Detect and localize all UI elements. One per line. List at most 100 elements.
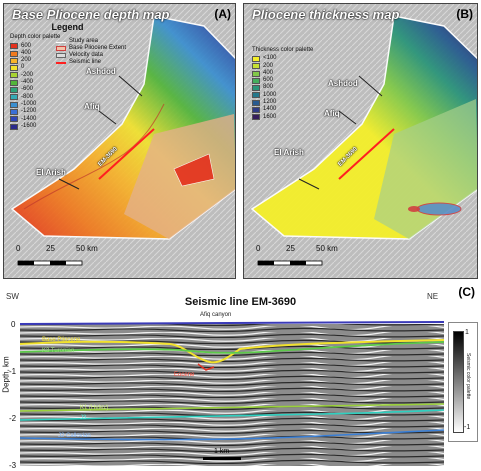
depth-palette-label: 600	[21, 42, 32, 49]
legend-key-row: Velocity data	[56, 52, 136, 59]
panel-a-letter: (A)	[214, 7, 231, 21]
canyon-label: Afiq canyon	[200, 312, 232, 318]
horizon-eocene: Eocene	[174, 372, 195, 378]
thickness-palette-label: 600	[263, 77, 274, 84]
city-el-arish-b: El Arish	[274, 148, 304, 157]
depth-map-image	[4, 4, 235, 278]
horizon-j3: J3	[80, 415, 87, 421]
depth-palette-swatch	[10, 101, 18, 108]
seismic-colorbar	[453, 331, 464, 433]
city-el-arish-a: El Arish	[36, 168, 66, 177]
thickness-palette-swatch	[252, 107, 260, 114]
legend-key-label: Study area	[69, 37, 99, 44]
seismic-section	[20, 314, 444, 466]
legend-key-row: Study area	[56, 38, 136, 45]
horizon-base-pliocene: Base Pliocene	[42, 337, 81, 343]
y-tick-0: 0	[11, 320, 16, 329]
scale-label-25-a: 25	[46, 244, 55, 253]
scale-label-50-a: 50 km	[76, 244, 98, 253]
depth-palette-swatch	[10, 94, 18, 101]
depth-palette-row: -1400	[10, 116, 105, 123]
thickness-palette-row: 200	[252, 63, 342, 70]
depth-palette-row: 0	[10, 64, 105, 72]
thickness-palette-swatch	[252, 70, 260, 77]
scale-label-50-b: 50 km	[316, 244, 338, 253]
direction-ne: NE	[427, 292, 439, 301]
legend-key-row: Base Pliocene Extent	[56, 45, 136, 52]
city-afiq-b: Afiq	[324, 109, 340, 118]
seismic-scale-label: 1 km	[214, 448, 230, 455]
depth-palette: 600 400 200 0 -200 -400 -600 -800 -1000 -1200 -140…	[10, 43, 105, 131]
colorbar-min: -1	[464, 424, 471, 431]
depth-palette-swatch	[10, 87, 18, 94]
depth-palette-title: Depth color palette	[10, 34, 61, 41]
depth-palette-swatch	[10, 57, 18, 64]
legend-key-row: Seismic line	[56, 59, 136, 66]
depth-palette-label: -200	[21, 71, 34, 78]
depth-palette-row: 600	[10, 43, 105, 50]
thickness-map-title: Pliocene thickness map	[252, 7, 400, 22]
depth-map-panel: Base Pliocene depth map (A) Legend Depth…	[3, 3, 236, 279]
thickness-palette-label: 800	[263, 84, 274, 91]
depth-palette-swatch	[10, 50, 18, 57]
depth-palette-swatch	[10, 79, 18, 86]
thickness-palette-row: 1000	[252, 92, 342, 99]
depth-palette-label: 0	[21, 64, 25, 71]
seismic-line-a	[98, 128, 155, 180]
depth-palette-label: -600	[21, 86, 34, 93]
legend-key-label: Seismic line	[69, 58, 102, 65]
city-afiq-a: Afiq	[84, 102, 100, 111]
depth-palette-label: -1000	[21, 100, 37, 107]
depth-palette-swatch	[10, 43, 18, 50]
depth-palette-swatch	[10, 116, 18, 123]
colorbar-label: Seismic color palette	[465, 353, 471, 400]
depth-palette-row: -600	[10, 86, 105, 94]
y-tick-2: -2	[9, 414, 17, 423]
thickness-palette-row: 1600	[252, 114, 342, 121]
thickness-palette-swatch	[252, 114, 260, 121]
depth-palette-label: -1600	[21, 122, 37, 129]
thickness-palette-label: 1200	[263, 99, 277, 106]
depth-palette-row: -400	[10, 79, 105, 86]
scale-label-25-b: 25	[286, 244, 295, 253]
thickness-palette-swatch	[252, 55, 260, 62]
y-tick-1: -1	[9, 367, 17, 376]
legend-key-label: Velocity data	[69, 51, 104, 58]
depth-palette-row: 400	[10, 50, 105, 57]
legend-key-symbol	[56, 61, 66, 64]
depth-map-title: Base Pliocene depth map	[12, 7, 170, 22]
thickness-map-panel: Pliocene thickness map (B) Thickness col…	[243, 3, 478, 279]
colorbar-max: 1	[465, 329, 469, 336]
thickness-palette-row: 600	[252, 77, 342, 84]
depth-palette-swatch	[10, 123, 18, 130]
depth-palette-row: -800	[10, 94, 105, 101]
seismic-title: Seismic line EM-3690	[184, 296, 297, 308]
horizon-j2-callovian: J2 Callovian	[58, 433, 91, 439]
map-keys: Study area Base Pliocene Extent Velocity d…	[56, 38, 136, 66]
legend-key-symbol	[56, 53, 66, 58]
direction-sw: SW	[6, 292, 19, 301]
seismic-scale-bar	[203, 457, 241, 460]
thickness-palette-row: <100	[252, 55, 342, 62]
depth-palette-row: 200	[10, 57, 105, 64]
thickness-palette-swatch	[252, 77, 260, 84]
depth-palette-row: -200	[10, 72, 105, 79]
legend-key-symbol	[56, 40, 66, 43]
depth-palette-swatch	[10, 72, 18, 79]
thickness-palette-label: <100	[263, 55, 277, 62]
thickness-palette-swatch	[252, 85, 260, 92]
legend-key-symbol	[56, 46, 66, 51]
depth-palette-label: -1200	[21, 108, 37, 115]
depth-palette-swatch	[10, 65, 18, 72]
scale-label-0-b: 0	[256, 244, 261, 253]
city-ashdod-a: Ashdod	[86, 67, 116, 76]
depth-palette-row: -1000	[10, 101, 105, 108]
depth-palette-row: -1600	[10, 123, 105, 130]
depth-palette-label: -800	[21, 93, 34, 100]
thickness-palette-label: 400	[263, 69, 274, 76]
seismic-line-b	[338, 128, 395, 180]
y-tick-3: -3	[9, 461, 17, 470]
depth-palette-swatch	[10, 108, 18, 115]
legend-title: Legend	[51, 22, 84, 32]
depth-palette-label: -1400	[21, 115, 37, 122]
